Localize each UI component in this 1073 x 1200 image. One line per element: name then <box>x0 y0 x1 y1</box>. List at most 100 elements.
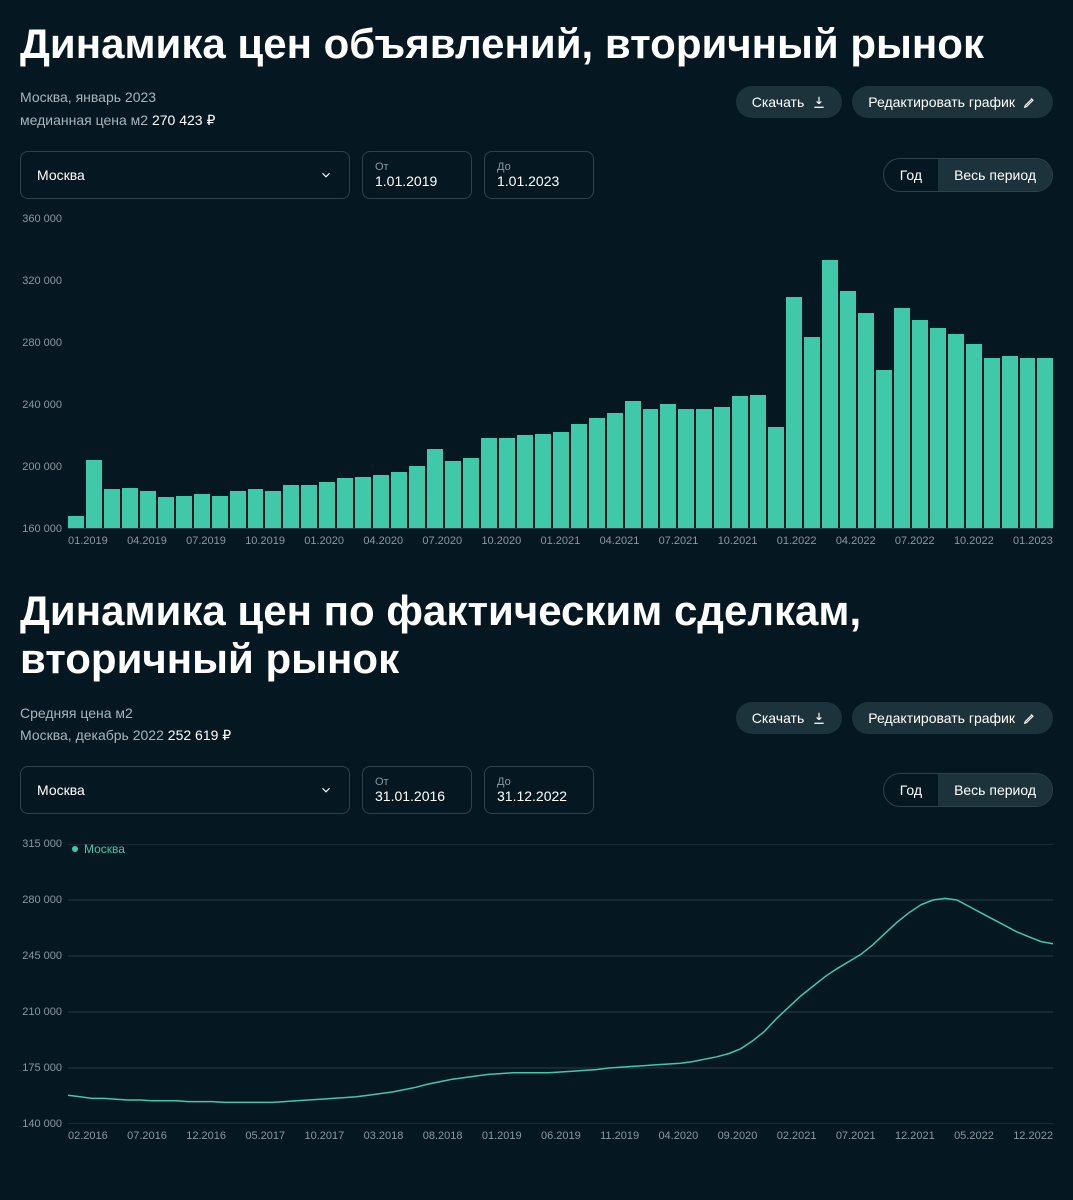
chart1-title: Динамика цен объявлений, вторичный рынок <box>20 20 1053 68</box>
bar <box>553 432 569 528</box>
chart1-meta-row: Москва, январь 2023 медианная цена м2 27… <box>20 86 1053 131</box>
x-axis-label: 10.2020 <box>481 535 521 547</box>
x-axis-label: 04.2020 <box>363 535 403 547</box>
bar <box>714 407 730 528</box>
download-label: Скачать <box>752 94 805 110</box>
period-toggle: Год Весь период <box>883 158 1053 192</box>
bar <box>804 337 820 528</box>
chart2-meta-label: Средняя цена м2 <box>20 702 231 724</box>
download-icon <box>812 95 826 109</box>
bar <box>948 334 964 528</box>
x-axis-label: 01.2022 <box>777 535 817 547</box>
pencil-icon <box>1023 95 1037 109</box>
bar <box>732 396 748 528</box>
chart1-meta-line1: Москва, январь 2023 <box>20 86 215 108</box>
date-from-input[interactable]: От 1.01.2019 <box>362 151 472 199</box>
y-axis-label: 245 000 <box>22 950 62 962</box>
x-axis-label: 02.2021 <box>777 1130 817 1142</box>
period-all-option[interactable]: Весь период <box>938 159 1052 191</box>
x-axis-label: 01.2021 <box>541 535 581 547</box>
chart2-meta-value: 252 619 ₽ <box>168 727 231 743</box>
x-axis-label: 10.2022 <box>954 535 994 547</box>
bar <box>391 472 407 528</box>
x-axis-label: 08.2018 <box>423 1130 463 1142</box>
y-axis-label: 240 000 <box>22 399 62 411</box>
period-year-option[interactable]: Год <box>884 159 938 191</box>
chart1-controls-left: Москва От 1.01.2019 До 1.01.2023 <box>20 151 594 199</box>
bar <box>858 313 874 528</box>
chart1-actions: Скачать Редактировать график <box>736 86 1053 118</box>
bar <box>176 496 192 529</box>
city-select-value: Москва <box>37 167 85 183</box>
bar <box>212 496 228 529</box>
line-chart-svg <box>68 844 1053 1124</box>
bar <box>678 409 694 528</box>
edit-label: Редактировать график <box>868 94 1015 110</box>
bar <box>230 491 246 528</box>
y-axis-label: 160 000 <box>22 523 62 535</box>
bar <box>86 460 102 528</box>
date-from-value: 1.01.2019 <box>375 173 459 189</box>
download-button[interactable]: Скачать <box>736 702 843 734</box>
bar <box>607 413 623 528</box>
bar <box>912 320 928 528</box>
bar <box>301 485 317 528</box>
city-select-value: Москва <box>37 782 85 798</box>
date-from-label: От <box>375 161 459 173</box>
edit-chart-button[interactable]: Редактировать график <box>852 702 1053 734</box>
y-axis-label: 320 000 <box>22 275 62 287</box>
chart2-line-chart: 140 000175 000210 000245 000280 000315 0… <box>20 844 1053 1142</box>
y-axis-label: 280 000 <box>22 337 62 349</box>
date-to-value: 31.12.2022 <box>497 788 581 804</box>
bar <box>1037 358 1053 529</box>
bar <box>319 482 335 529</box>
bar <box>355 477 371 528</box>
bar <box>822 260 838 528</box>
download-button[interactable]: Скачать <box>736 86 843 118</box>
x-axis-label: 04.2019 <box>127 535 167 547</box>
bar <box>68 516 84 528</box>
bar <box>283 485 299 528</box>
chart2-meta-row: Средняя цена м2 Москва, декабрь 2022 252… <box>20 702 1053 747</box>
date-from-input[interactable]: От 31.01.2016 <box>362 766 472 814</box>
x-axis-label: 07.2021 <box>659 535 699 547</box>
bar <box>248 489 264 528</box>
x-axis-label: 05.2017 <box>245 1130 285 1142</box>
edit-label: Редактировать график <box>868 710 1015 726</box>
bar <box>571 424 587 528</box>
date-to-input[interactable]: До 31.12.2022 <box>484 766 594 814</box>
bar <box>409 466 425 528</box>
period-year-option[interactable]: Год <box>884 774 938 806</box>
x-axis-label: 10.2017 <box>305 1130 345 1142</box>
pencil-icon <box>1023 711 1037 725</box>
x-axis-label: 12.2016 <box>186 1130 226 1142</box>
city-select[interactable]: Москва <box>20 151 350 199</box>
bar <box>660 404 676 528</box>
chart2-actions: Скачать Редактировать график <box>736 702 1053 734</box>
chart1-meta-line2: медианная цена м2 270 423 ₽ <box>20 109 215 131</box>
period-all-option[interactable]: Весь период <box>938 774 1052 806</box>
bar <box>373 475 389 528</box>
date-to-input[interactable]: До 1.01.2023 <box>484 151 594 199</box>
bar <box>517 435 533 528</box>
date-to-label: До <box>497 776 581 788</box>
legend-item: Москва <box>72 842 125 856</box>
x-axis-label: 02.2016 <box>68 1130 108 1142</box>
bar <box>481 438 497 528</box>
bar <box>140 491 156 528</box>
x-axis-label: 11.2019 <box>600 1130 639 1142</box>
bar <box>894 308 910 528</box>
chart1-meta-label: медианная цена м2 <box>20 112 148 128</box>
bar <box>589 418 605 528</box>
chart1-controls: Москва От 1.01.2019 До 1.01.2023 Год Вес… <box>20 151 1053 199</box>
bar <box>1002 356 1018 528</box>
bar <box>876 370 892 528</box>
edit-chart-button[interactable]: Редактировать график <box>852 86 1053 118</box>
x-axis-label: 01.2019 <box>482 1130 522 1142</box>
city-select[interactable]: Москва <box>20 766 350 814</box>
x-axis-label: 07.2022 <box>895 535 935 547</box>
x-axis-label: 01.2019 <box>68 535 108 547</box>
y-axis-label: 175 000 <box>22 1062 62 1074</box>
bar <box>445 461 461 528</box>
x-axis-label: 04.2020 <box>658 1130 698 1142</box>
